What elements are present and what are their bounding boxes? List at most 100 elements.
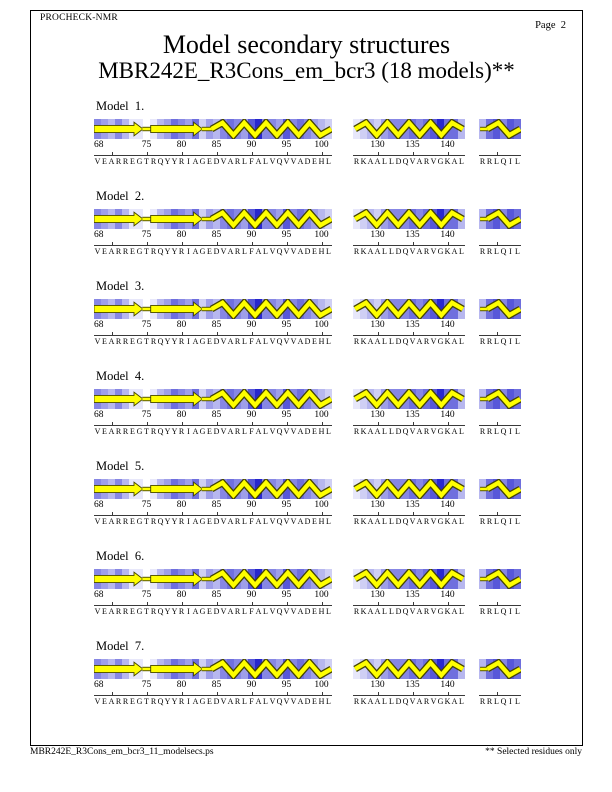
residue-cell xyxy=(283,479,290,499)
residue-cell xyxy=(388,299,395,319)
residue-cell xyxy=(283,389,290,409)
residue-cell xyxy=(290,389,297,409)
segment: 68 75 80 85 90 95 100 V E A R R E G T R Q Y Y R I A G E D V A R L F A L… xyxy=(94,459,332,531)
sequence-letter: D xyxy=(304,517,311,526)
residue-cell xyxy=(269,209,276,229)
sequence-letter: E xyxy=(130,337,135,346)
residue-cell xyxy=(94,299,101,319)
residue-cell xyxy=(304,209,311,229)
residue-cell xyxy=(493,119,500,139)
residue-cell xyxy=(255,119,262,139)
residue-cell xyxy=(136,299,143,319)
page-title: Model secondary structures xyxy=(162,30,451,59)
sequence-letter: K xyxy=(444,607,451,616)
residue-cell xyxy=(129,569,136,589)
residue-cell xyxy=(367,569,374,589)
sequence-letter: A xyxy=(108,697,115,706)
sequence-letter: Q xyxy=(157,337,164,346)
residue-cell xyxy=(227,299,234,319)
residue-cell xyxy=(507,389,514,409)
sequence-letter: R xyxy=(234,157,241,166)
residue-cell xyxy=(129,389,136,409)
ruler-tick xyxy=(377,152,379,155)
ruler-tick xyxy=(146,692,148,695)
structure-band xyxy=(479,659,521,679)
sequence-letter: R xyxy=(178,607,185,616)
residue-cell xyxy=(416,389,423,409)
sequence-letter: L xyxy=(459,247,464,256)
residue-cell xyxy=(514,209,521,229)
residue-cell xyxy=(388,569,395,589)
ruler-line xyxy=(479,692,521,696)
sequence-letter: Q xyxy=(276,607,283,616)
sequence-letter: R xyxy=(150,337,157,346)
residue-cell xyxy=(493,569,500,589)
sequence-letter: Y xyxy=(171,157,178,166)
residue-cell xyxy=(206,389,213,409)
residue-cell xyxy=(129,299,136,319)
residue-number: 100 xyxy=(314,140,329,150)
ruler-line xyxy=(94,332,332,336)
residue-number: 135 xyxy=(405,230,420,240)
sequence-letter: D xyxy=(395,607,402,616)
residue-cell xyxy=(430,299,437,319)
sequence-letter: I xyxy=(509,157,512,166)
residue-cell xyxy=(374,659,381,679)
residue-cell xyxy=(276,479,283,499)
structure-band xyxy=(479,479,521,499)
residue-cell xyxy=(157,299,164,319)
residue-cell xyxy=(458,659,465,679)
sequence-letter: R xyxy=(479,607,486,616)
residue-cell xyxy=(269,479,276,499)
residue-cell xyxy=(220,209,227,229)
sequence-letter: L xyxy=(494,337,499,346)
residue-cell xyxy=(444,659,451,679)
sequence-letter: A xyxy=(297,517,304,526)
ruler-tick xyxy=(377,422,379,425)
sequence-letter: R xyxy=(486,517,493,526)
sequence-letter: R xyxy=(423,427,430,436)
residue-cell xyxy=(416,479,423,499)
ruler-tick xyxy=(286,692,288,695)
ruler-tick xyxy=(146,152,148,155)
residue-cell xyxy=(507,209,514,229)
sequence-letter: D xyxy=(213,607,220,616)
model-block: Model 6. 68 75 80 85 90 95 100 V E A R R E G T R Q Y Y R I A G E… xyxy=(31,549,582,639)
residue-cell xyxy=(444,119,451,139)
residue-cell xyxy=(150,479,157,499)
ruler-tick xyxy=(377,602,379,605)
ruler-tick xyxy=(181,332,183,335)
residue-cell xyxy=(423,479,430,499)
residue-cell xyxy=(234,479,241,499)
residue-cell xyxy=(220,659,227,679)
residue-cell xyxy=(402,569,409,589)
residue-cell xyxy=(115,479,122,499)
sequence-letter: L xyxy=(389,697,394,706)
residue-cell xyxy=(458,389,465,409)
ruler-tick xyxy=(216,422,218,425)
residue-cell xyxy=(234,209,241,229)
sequence-letter: Q xyxy=(157,517,164,526)
residue-cell xyxy=(269,119,276,139)
sequence-letter: G xyxy=(199,697,206,706)
sequence-letter: Q xyxy=(157,247,164,256)
residue-cell xyxy=(437,569,444,589)
sequence-letter: V xyxy=(290,517,297,526)
sequence-letter: R xyxy=(115,247,122,256)
sequence-letter: R xyxy=(122,607,129,616)
sequence-letter: T xyxy=(144,157,149,166)
footer-filename: MBR242E_R3Cons_em_bcr3_11_modelsecs.ps xyxy=(30,747,214,757)
residue-cell xyxy=(381,659,388,679)
residue-cell xyxy=(150,389,157,409)
residue-number: 75 xyxy=(141,680,152,690)
sequence-letter: R xyxy=(353,697,360,706)
residue-cell xyxy=(115,569,122,589)
residue-cell xyxy=(360,389,367,409)
ruler-line xyxy=(94,602,332,606)
ruler-tick xyxy=(181,152,183,155)
residue-number: 80 xyxy=(176,410,187,420)
sequence-letter: L xyxy=(382,607,387,616)
